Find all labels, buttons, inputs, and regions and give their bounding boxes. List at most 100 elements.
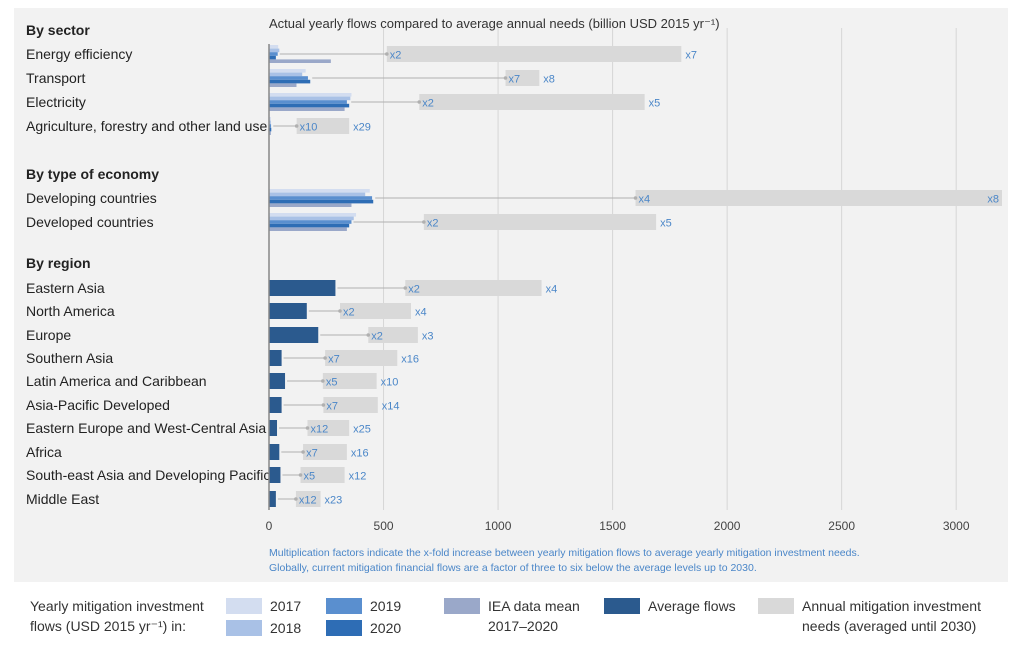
- x-tick-label: 1000: [485, 519, 512, 533]
- flow-bar-2018: [269, 192, 366, 197]
- factor-high-label: x5: [649, 98, 661, 110]
- row-label: Middle East: [26, 491, 99, 507]
- flow-bar-average: [269, 444, 280, 460]
- legend-item-iea: IEA data mean 2017–2020: [444, 596, 580, 636]
- flow-bar-2018: [269, 120, 271, 125]
- legend-label-iea-line1: IEA data mean: [488, 598, 580, 614]
- flow-bar-average: [269, 327, 319, 343]
- legend-label-2018: 2018: [270, 620, 302, 636]
- factor-high-label: x23: [325, 495, 343, 507]
- factor-low-label: x2: [390, 50, 402, 62]
- row-label: Developed countries: [26, 214, 154, 230]
- flow-bar-average: [269, 280, 336, 296]
- flow-bar-2020: [269, 199, 374, 204]
- factor-low-label: x7: [509, 74, 521, 86]
- legend-label-2020: 2020: [370, 620, 402, 636]
- legend-item-2017: 2017: [226, 596, 301, 616]
- flow-bar-2020: [269, 79, 311, 84]
- flow-bar-2018: [269, 72, 303, 77]
- needs-bar: [505, 70, 540, 86]
- legend-label-2019: 2019: [370, 598, 402, 614]
- flow-bar-average: [269, 420, 278, 436]
- legend-swatch-average: [604, 598, 640, 614]
- needs-bar: [386, 46, 682, 62]
- factor-high-label: x4: [546, 284, 558, 296]
- factor-high-label: x4: [415, 307, 427, 319]
- flow-bar-average: [269, 491, 276, 507]
- legend-label-needs-line1: Annual mitigation investment: [802, 598, 981, 614]
- flow-bar-iea: [269, 83, 297, 87]
- flow-bar-2018: [269, 96, 351, 101]
- connector-dot: [298, 473, 303, 477]
- flow-bar-average: [269, 373, 286, 389]
- flow-bar-average: [269, 350, 282, 366]
- factor-low-label: x2: [343, 307, 355, 319]
- flow-bar-2019: [269, 124, 272, 128]
- connector-dot: [633, 196, 638, 200]
- row-label: North America: [26, 303, 115, 319]
- flow-bar-iea: [269, 107, 345, 111]
- connector-dot: [323, 356, 327, 360]
- needs-bar: [340, 303, 412, 319]
- legend-item-needs: Annual mitigation investment needs (aver…: [758, 596, 981, 636]
- chart-panel: Actual yearly flows compared to average …: [14, 8, 1008, 582]
- needs-bar: [325, 350, 398, 366]
- flow-bar-2018: [269, 216, 354, 221]
- connector-dot: [294, 497, 298, 501]
- flow-bar-2020: [269, 103, 350, 108]
- factor-low-label: x12: [310, 424, 328, 436]
- flow-bar-average: [269, 467, 281, 483]
- legend-label-needs: Annual mitigation investment needs (aver…: [802, 596, 981, 636]
- connector-dot: [294, 124, 299, 128]
- connector-dot: [422, 220, 426, 224]
- row-label: Eastern Europe and West-Central Asia: [26, 420, 266, 436]
- needs-bar: [295, 491, 321, 507]
- legend-swatch-needs: [758, 598, 794, 614]
- group-heading: By sector: [26, 22, 90, 38]
- row-label: Electricity: [26, 94, 86, 110]
- needs-bar: [323, 397, 378, 413]
- flow-bar-average: [269, 397, 282, 413]
- investment-chart: Actual yearly flows compared to average …: [26, 16, 1002, 574]
- flow-bar-2019: [269, 196, 373, 200]
- factor-high-label: x8: [987, 194, 999, 206]
- connector-dot: [338, 309, 342, 313]
- footnote-line: Multiplication factors indicate the x-fo…: [269, 547, 860, 559]
- group-heading: By type of economy: [26, 166, 159, 182]
- flow-bar-iea: [269, 131, 271, 135]
- legend-item-2019: 2019: [326, 596, 401, 616]
- legend-label-iea-line2: 2017–2020: [488, 618, 559, 634]
- flow-bar-2020: [269, 127, 272, 132]
- flow-bar-2019: [269, 220, 352, 224]
- legend-label-needs-line2: needs (averaged until 2030): [802, 618, 977, 634]
- connector-dot: [305, 426, 310, 430]
- connector-dot: [301, 450, 305, 454]
- needs-bar: [368, 327, 418, 343]
- needs-bar: [300, 467, 345, 483]
- factor-low-label: x2: [422, 98, 434, 110]
- flow-bar-2017: [269, 69, 306, 73]
- needs-bar: [303, 444, 347, 460]
- x-tick-label: 1500: [599, 519, 626, 533]
- flow-bar-2017: [269, 189, 370, 193]
- factor-high-label: x3: [422, 331, 434, 343]
- row-label: South-east Asia and Developing Pacific: [26, 467, 270, 483]
- row-label: Eastern Asia: [26, 280, 105, 296]
- legend: Yearly mitigation investment flows (USD …: [0, 590, 1024, 646]
- flow-bar-2017: [269, 93, 352, 97]
- legend-item-2018: 2018: [226, 618, 301, 638]
- legend-swatch-2020: [326, 620, 362, 636]
- factor-high-label: x7: [685, 50, 697, 62]
- x-tick-label: 2500: [828, 519, 855, 533]
- factor-high-label: x16: [401, 354, 419, 366]
- connector-dot: [366, 333, 371, 337]
- factor-low-label: x10: [300, 122, 318, 134]
- flow-bar-iea: [269, 203, 352, 207]
- group-heading: By region: [26, 255, 91, 271]
- factor-low-label: x5: [303, 471, 315, 483]
- factor-low-label: x12: [299, 495, 317, 507]
- row-label: Southern Asia: [26, 350, 113, 366]
- needs-bar: [635, 190, 1002, 206]
- needs-bar: [307, 420, 350, 436]
- x-tick-label: 0: [266, 519, 273, 533]
